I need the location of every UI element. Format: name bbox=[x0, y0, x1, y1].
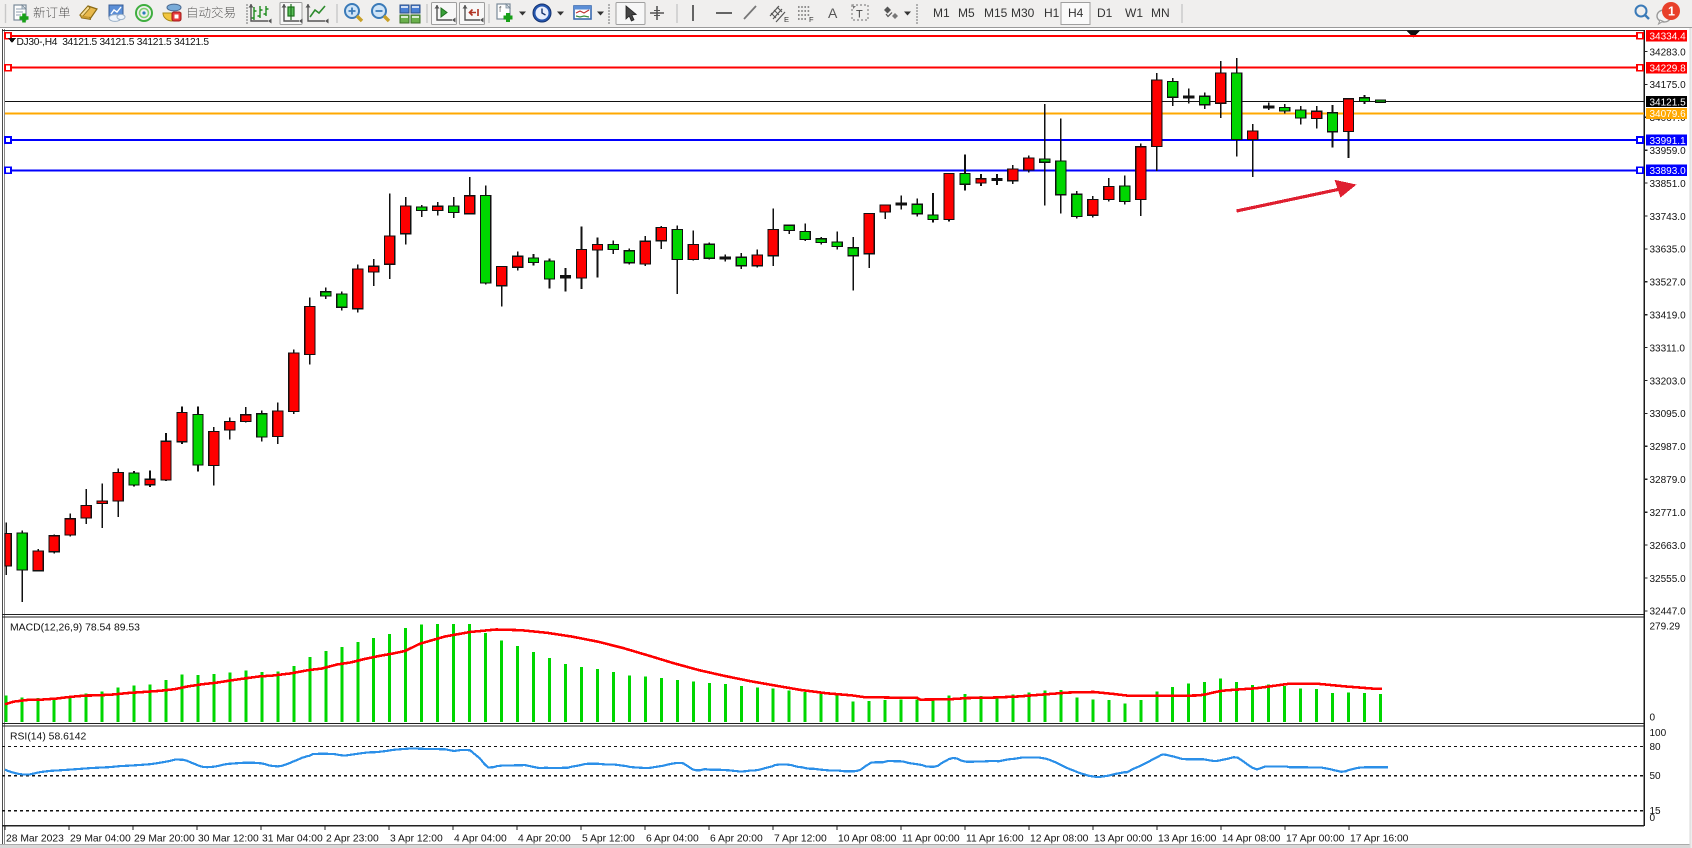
svg-text:33527.0: 33527.0 bbox=[1650, 278, 1687, 289]
svg-text:D1: D1 bbox=[1097, 6, 1113, 20]
svg-text:A: A bbox=[828, 5, 838, 21]
svg-text:M15: M15 bbox=[984, 6, 1008, 20]
svg-text:34334.4: 34334.4 bbox=[1650, 32, 1687, 43]
svg-text:31 Mar 04:00: 31 Mar 04:00 bbox=[262, 834, 323, 845]
svg-text:f: f bbox=[499, 5, 502, 14]
svg-text:29 Mar 04:00: 29 Mar 04:00 bbox=[70, 834, 131, 845]
svg-text:11 Apr 16:00: 11 Apr 16:00 bbox=[966, 834, 1024, 845]
svg-text:7 Apr 12:00: 7 Apr 12:00 bbox=[774, 834, 827, 845]
svg-text:W1: W1 bbox=[1125, 6, 1143, 20]
svg-text:DJ30-,H4 34121.5 34121.5 3412: DJ30-,H4 34121.5 34121.5 34121.5 34121.5 bbox=[17, 37, 210, 48]
svg-text:13 Apr 00:00: 13 Apr 00:00 bbox=[1094, 834, 1153, 845]
svg-text:5 Apr 12:00: 5 Apr 12:00 bbox=[582, 834, 635, 845]
svg-text:0: 0 bbox=[1650, 713, 1656, 724]
svg-text:H1: H1 bbox=[1044, 6, 1060, 20]
svg-text:34229.8: 34229.8 bbox=[1650, 64, 1687, 75]
svg-text:MACD(12,26,9) 78.54 89.53: MACD(12,26,9) 78.54 89.53 bbox=[10, 623, 140, 634]
svg-text:32555.0: 32555.0 bbox=[1650, 574, 1687, 585]
svg-text:6 Apr 04:00: 6 Apr 04:00 bbox=[646, 834, 699, 845]
svg-text:3 Apr 12:00: 3 Apr 12:00 bbox=[390, 834, 443, 845]
svg-text:32771.0: 32771.0 bbox=[1650, 508, 1687, 519]
svg-text:33851.0: 33851.0 bbox=[1650, 179, 1687, 190]
svg-text:E: E bbox=[784, 15, 789, 24]
svg-text:F: F bbox=[809, 15, 814, 24]
svg-text:33095.0: 33095.0 bbox=[1650, 409, 1687, 420]
svg-text:34079.6: 34079.6 bbox=[1650, 109, 1687, 120]
svg-text:4 Apr 20:00: 4 Apr 20:00 bbox=[518, 834, 571, 845]
svg-text:32447.0: 32447.0 bbox=[1650, 607, 1687, 618]
svg-text:2 Apr 23:00: 2 Apr 23:00 bbox=[326, 834, 379, 845]
svg-text:H4: H4 bbox=[1068, 6, 1084, 20]
svg-text:32663.0: 32663.0 bbox=[1650, 541, 1687, 552]
svg-text:T: T bbox=[856, 9, 863, 21]
svg-text:33311.0: 33311.0 bbox=[1650, 343, 1686, 354]
svg-text:29 Mar 20:00: 29 Mar 20:00 bbox=[134, 834, 195, 845]
svg-text:0: 0 bbox=[1650, 813, 1656, 824]
svg-text:100: 100 bbox=[1650, 728, 1667, 739]
svg-text:33743.0: 33743.0 bbox=[1650, 212, 1687, 223]
svg-text:12 Apr 08:00: 12 Apr 08:00 bbox=[1030, 834, 1089, 845]
svg-text:33419.0: 33419.0 bbox=[1650, 311, 1687, 322]
svg-text:RSI(14) 58.6142: RSI(14) 58.6142 bbox=[10, 732, 86, 743]
svg-text:33635.0: 33635.0 bbox=[1650, 245, 1687, 256]
svg-text:4 Apr 04:00: 4 Apr 04:00 bbox=[454, 834, 507, 845]
svg-text:32879.0: 32879.0 bbox=[1650, 475, 1687, 486]
svg-text:33893.0: 33893.0 bbox=[1650, 166, 1687, 177]
svg-text:28 Mar 2023: 28 Mar 2023 bbox=[6, 834, 64, 845]
svg-text:MN: MN bbox=[1151, 6, 1170, 20]
svg-text:10 Apr 08:00: 10 Apr 08:00 bbox=[838, 834, 897, 845]
svg-text:34175.0: 34175.0 bbox=[1650, 80, 1687, 91]
svg-text:15: 15 bbox=[1650, 806, 1662, 817]
svg-text:34121.5: 34121.5 bbox=[1650, 97, 1687, 108]
svg-text:17 Apr 16:00: 17 Apr 16:00 bbox=[1350, 834, 1409, 845]
svg-text:14 Apr 08:00: 14 Apr 08:00 bbox=[1222, 834, 1281, 845]
svg-text:279.29: 279.29 bbox=[1650, 622, 1681, 633]
svg-text:30 Mar 12:00: 30 Mar 12:00 bbox=[198, 834, 259, 845]
svg-text:M5: M5 bbox=[958, 6, 975, 20]
svg-text:33991.1: 33991.1 bbox=[1650, 136, 1687, 147]
svg-text:17 Apr 00:00: 17 Apr 00:00 bbox=[1286, 834, 1345, 845]
svg-text:33959.0: 33959.0 bbox=[1650, 146, 1687, 157]
svg-text:11 Apr 00:00: 11 Apr 00:00 bbox=[902, 834, 960, 845]
svg-text:13 Apr 16:00: 13 Apr 16:00 bbox=[1158, 834, 1217, 845]
svg-text:33203.0: 33203.0 bbox=[1650, 376, 1687, 387]
svg-text:1: 1 bbox=[1668, 5, 1675, 19]
svg-text:32987.0: 32987.0 bbox=[1650, 442, 1687, 453]
svg-text:80: 80 bbox=[1650, 742, 1662, 753]
svg-text:50: 50 bbox=[1650, 771, 1662, 782]
svg-text:M1: M1 bbox=[933, 6, 950, 20]
svg-text:6 Apr 20:00: 6 Apr 20:00 bbox=[710, 834, 763, 845]
svg-text:M30: M30 bbox=[1011, 6, 1035, 20]
svg-text:34283.0: 34283.0 bbox=[1650, 47, 1687, 58]
